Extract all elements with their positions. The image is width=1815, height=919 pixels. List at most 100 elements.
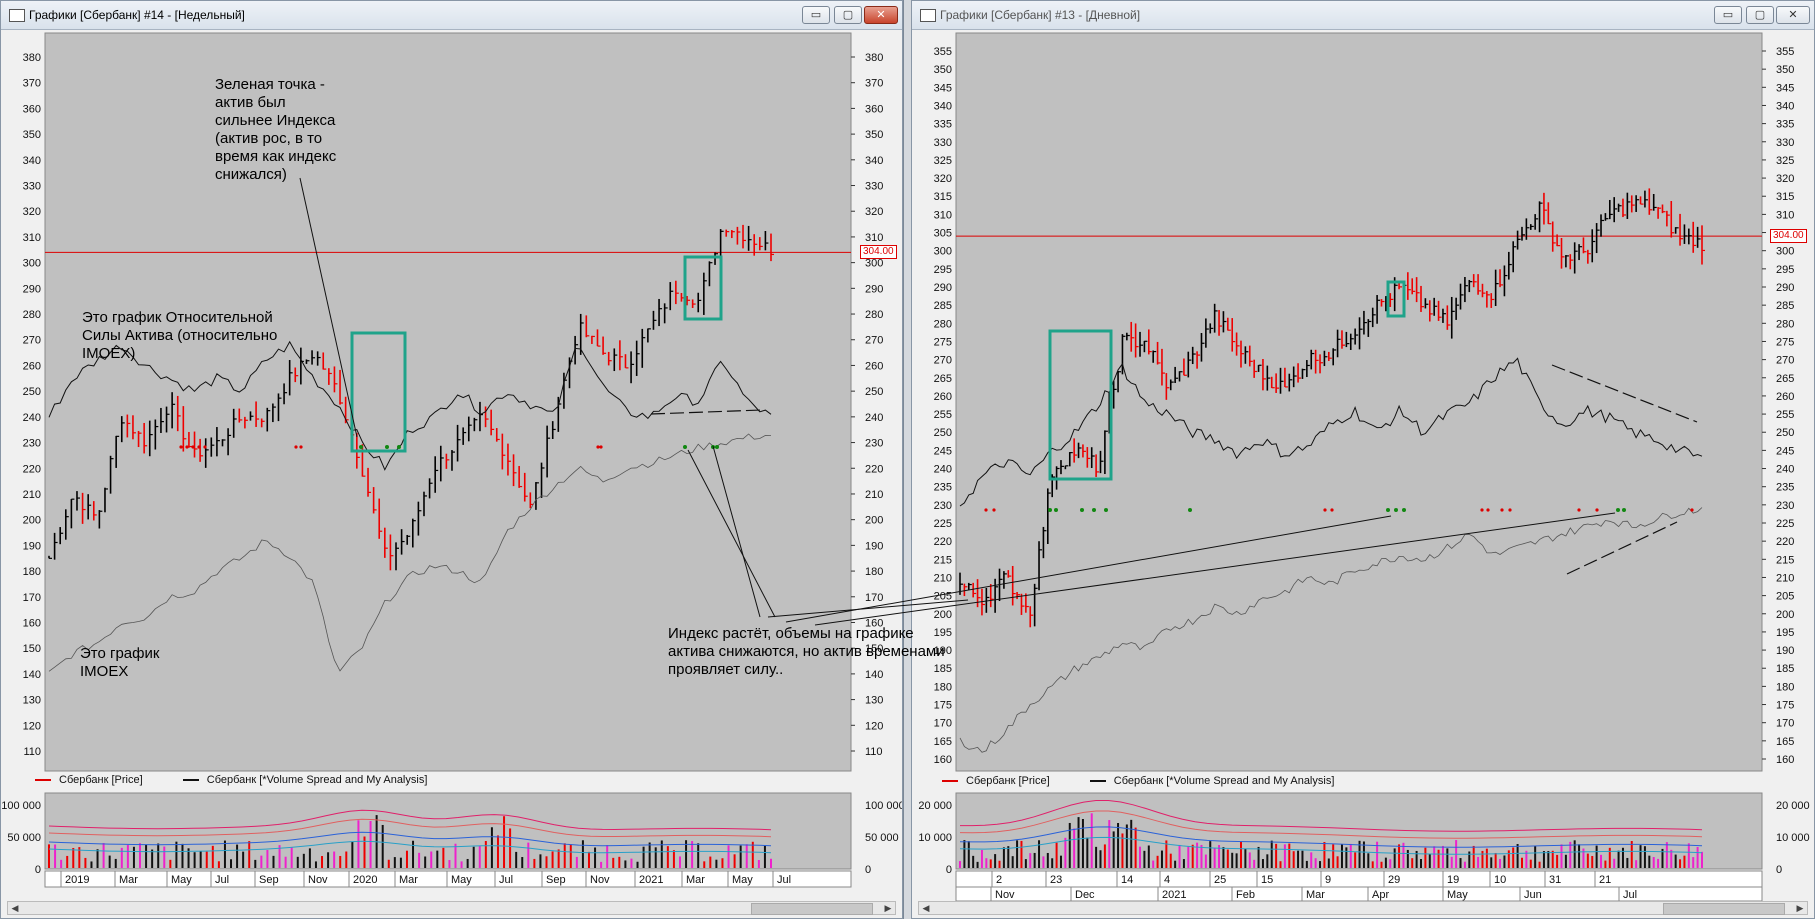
red-signal-dot	[599, 445, 603, 449]
y-axis-tick-left: 260	[23, 360, 41, 372]
annotation-imoex-chart: Это график IMOEX	[80, 645, 160, 680]
volume-axis-tick-right: 10 000	[1776, 832, 1810, 844]
red-signal-dot	[299, 445, 303, 449]
time-axis-label: Mar	[686, 874, 705, 886]
y-axis-tick-right: 210	[865, 489, 883, 501]
time-axis-label: May	[171, 874, 192, 886]
volume-axis-tick-right: 100 000	[865, 800, 902, 812]
y-axis-tick-right: 315	[1776, 191, 1794, 203]
volume-axis-tick-right: 0	[1776, 864, 1782, 876]
window-splitter[interactable]	[903, 0, 912, 919]
y-axis-tick-right: 200	[865, 515, 883, 527]
green-strength-dot	[1616, 508, 1620, 512]
weekly-chart-canvas[interactable]: 380 380 370 370 360 360 350 350 340 340 330 330 320 3…	[1, 29, 902, 919]
y-axis-tick-left: 325	[934, 155, 952, 167]
green-strength-dot	[359, 445, 363, 449]
scroll-left-arrow-icon[interactable]: ◀	[11, 903, 19, 913]
red-signal-dot	[185, 445, 189, 449]
scroll-thumb[interactable]	[1663, 903, 1785, 915]
y-axis-tick-left: 190	[934, 645, 952, 657]
volume-axis-tick-right: 20 000	[1776, 800, 1810, 812]
y-axis-tick-left: 280	[934, 318, 952, 330]
y-axis-tick-left: 350	[23, 129, 41, 141]
price-legend-label: Сбербанк [Price]	[966, 775, 1050, 787]
close-button[interactable]: ✕	[864, 6, 898, 24]
minimize-button[interactable]: ▭	[1714, 6, 1742, 24]
horizontal-scrollbar[interactable]: ◀ ▶	[7, 901, 896, 915]
annotation-index-growth: Индекс растёт, объемы на графике актива …	[668, 625, 945, 678]
y-axis-tick-right: 320	[1776, 173, 1794, 185]
y-axis-tick-left: 230	[934, 500, 952, 512]
time-axis-label: Mar	[119, 874, 138, 886]
time-axis-label: May	[732, 874, 753, 886]
scroll-right-arrow-icon[interactable]: ▶	[884, 903, 892, 913]
close-button[interactable]: ✕	[1776, 6, 1810, 24]
y-axis-tick-left: 140	[23, 669, 41, 681]
y-axis-tick-left: 295	[934, 264, 952, 276]
y-axis-tick-left: 380	[23, 52, 41, 64]
y-axis-tick-right: 190	[865, 540, 883, 552]
time-axis	[955, 870, 1763, 888]
volume-axis-tick-right: 50 000	[865, 832, 899, 844]
y-axis-tick-right: 290	[865, 283, 883, 295]
green-strength-dot	[1402, 508, 1406, 512]
time-axis-month-label: Jul	[1623, 889, 1637, 901]
y-axis-tick-left: 230	[23, 438, 41, 450]
weekly-window-titlebar[interactable]: Графики [Сбербанк] #14 - [Недельный] ▭ ▢…	[1, 1, 902, 30]
y-axis-tick-right: 185	[1776, 663, 1794, 675]
time-axis-day-label: 29	[1388, 874, 1400, 886]
maximize-button[interactable]: ▢	[834, 6, 862, 24]
y-axis-tick-right: 330	[1776, 137, 1794, 149]
time-axis-month-label: Mar	[1306, 889, 1325, 901]
maximize-button[interactable]: ▢	[1746, 6, 1774, 24]
scroll-left-arrow-icon[interactable]: ◀	[922, 903, 930, 913]
y-axis-tick-right: 380	[865, 52, 883, 64]
y-axis-tick-left: 160	[934, 754, 952, 766]
y-axis-tick-left: 130	[23, 695, 41, 707]
y-axis-tick-right: 270	[1776, 355, 1794, 367]
time-axis-day-label: 21	[1599, 874, 1611, 886]
y-axis-tick-right: 260	[865, 360, 883, 372]
red-signal-dot	[197, 445, 201, 449]
y-axis-tick-left: 120	[23, 720, 41, 732]
green-strength-dot	[1622, 508, 1626, 512]
y-axis-tick-right: 170	[865, 592, 883, 604]
daily-chart-canvas[interactable]: 355 355 350 350 345 345 340 340 335 335 330 330 325 3…	[912, 29, 1814, 919]
scroll-right-arrow-icon[interactable]: ▶	[1796, 903, 1804, 913]
weekly-chart-window[interactable]: Графики [Сбербанк] #14 - [Недельный] ▭ ▢…	[0, 0, 903, 919]
green-strength-dot	[385, 445, 389, 449]
y-axis-tick-left: 300	[934, 246, 952, 258]
volume-axis-tick-left: 0	[946, 864, 952, 876]
y-axis-tick-left: 340	[934, 100, 952, 112]
horizontal-scrollbar[interactable]: ◀ ▶	[918, 901, 1808, 915]
time-axis-day-label: 2	[996, 874, 1002, 886]
time-axis-month-label: 2021	[1162, 889, 1186, 901]
y-axis-tick-right: 350	[865, 129, 883, 141]
time-axis-month-label: Apr	[1372, 889, 1389, 901]
y-axis-tick-left: 355	[934, 46, 952, 58]
scroll-thumb[interactable]	[751, 903, 873, 915]
y-axis-tick-left: 320	[934, 173, 952, 185]
y-axis-tick-right: 370	[865, 78, 883, 90]
y-axis-tick-left: 235	[934, 482, 952, 494]
y-axis-tick-right: 180	[1776, 681, 1794, 693]
minimize-button[interactable]: ▭	[802, 6, 830, 24]
daily-chart-window[interactable]: Графики [Сбербанк] #13 - [Дневной] ▭ ▢ ✕…	[911, 0, 1815, 919]
y-axis-tick-left: 305	[934, 228, 952, 240]
chart-window-icon	[920, 9, 936, 22]
highlight-box	[683, 255, 723, 321]
y-axis-tick-left: 275	[934, 336, 952, 348]
time-axis-label: Jul	[215, 874, 229, 886]
vsa-legend-swatch	[1089, 780, 1106, 783]
y-axis-tick-right: 140	[865, 669, 883, 681]
time-axis-day-label: 25	[1214, 874, 1226, 886]
price-panel	[44, 32, 852, 772]
y-axis-tick-right: 170	[1776, 718, 1794, 730]
y-axis-tick-right: 240	[865, 412, 883, 424]
daily-window-titlebar[interactable]: Графики [Сбербанк] #13 - [Дневной] ▭ ▢ ✕	[912, 1, 1814, 30]
red-signal-dot	[294, 445, 298, 449]
annotation-green-dot: Зеленая точка - актив был сильнее Индекс…	[215, 76, 337, 183]
time-axis-month-label: Jun	[1524, 889, 1542, 901]
green-strength-dot	[711, 445, 715, 449]
y-axis-tick-left: 330	[934, 137, 952, 149]
